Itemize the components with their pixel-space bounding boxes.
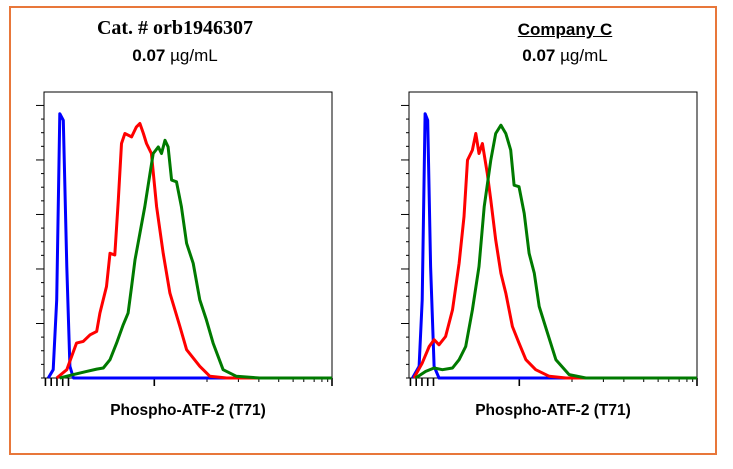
right-blue-histogram-line bbox=[411, 112, 697, 380]
left-concentration-value: 0.07 bbox=[132, 46, 166, 65]
left-red-histogram-line bbox=[55, 122, 332, 380]
left-subtitle: 0.07 µg/mL bbox=[25, 46, 325, 66]
right-plot-frame bbox=[408, 91, 698, 379]
right-subtitle: 0.07 µg/mL bbox=[415, 46, 715, 66]
right-title: Company C bbox=[517, 20, 613, 39]
right-green-histogram-line bbox=[414, 123, 697, 380]
orange-border bbox=[9, 6, 717, 455]
left-x-axis-label: Phospho-ATF-2 (T71) bbox=[110, 402, 266, 419]
right-red-histogram-line bbox=[412, 132, 697, 380]
right-x-axis-label: Phospho-ATF-2 (T71) bbox=[475, 402, 631, 419]
left-green-histogram-line bbox=[59, 138, 332, 380]
right-concentration-value: 0.07 bbox=[522, 46, 556, 65]
left-plot-frame bbox=[43, 91, 333, 379]
left-concentration-unit: µg/mL bbox=[170, 46, 218, 65]
right-concentration-unit: µg/mL bbox=[560, 46, 608, 65]
left-title: Cat. # orb1946307 bbox=[96, 17, 254, 39]
